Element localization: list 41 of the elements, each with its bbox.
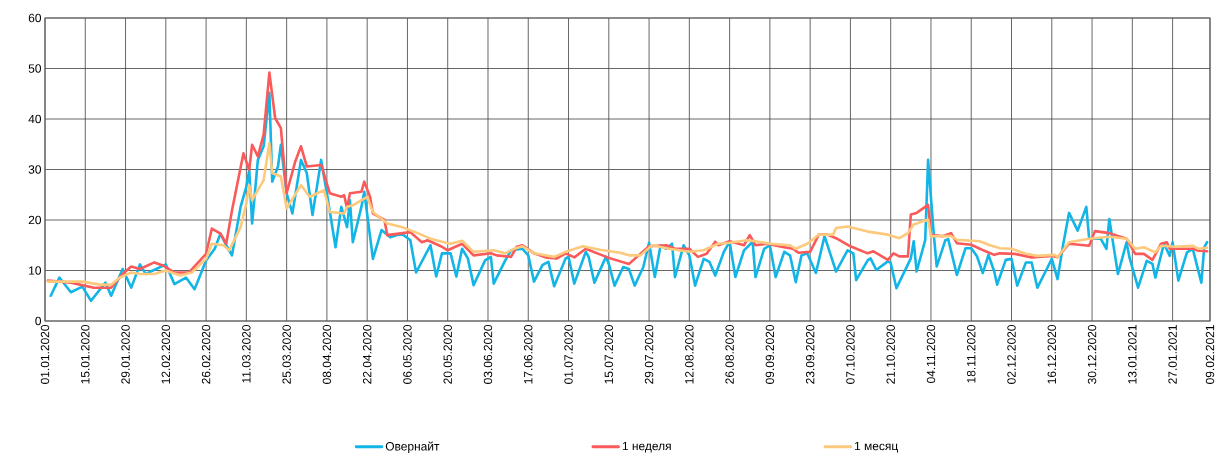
x-tick-label: 06.05.2020 xyxy=(403,324,412,384)
y-tick-label: 40 xyxy=(28,114,42,124)
x-tick-label: 29.07.2020 xyxy=(644,324,654,384)
x-tick-label: 20.05.2020 xyxy=(443,324,452,384)
legend-label: 1 неделя xyxy=(622,441,671,453)
x-tick-label: 18.11.2020 xyxy=(967,324,976,383)
y-tick-label: 0 xyxy=(35,316,42,326)
x-tick-label: 27.01.2021 xyxy=(1168,325,1177,384)
y-tick-label: 20 xyxy=(28,215,42,225)
x-tick-label: 12.08.2020 xyxy=(685,324,694,384)
x-tick-label: 16.12.2020 xyxy=(1047,324,1057,384)
x-tick-label: 17.06.2020 xyxy=(524,324,533,384)
x-tick-label: 01.01.2020 xyxy=(40,324,50,384)
x-tick-label: 04.11.2020 xyxy=(926,324,936,383)
x-tick-label: 26.02.2020 xyxy=(201,324,211,384)
y-tick-label: 50 xyxy=(28,64,42,73)
x-tick-label: 22.04.2020 xyxy=(362,324,372,384)
x-tick-label: 09.02.2021 xyxy=(1205,325,1215,384)
x-tick-label: 15.07.2020 xyxy=(604,324,614,384)
x-tick-label: 12.02.2020 xyxy=(161,324,171,384)
x-tick-label: 02.12.2020 xyxy=(1007,324,1016,384)
line-series xyxy=(46,141,1209,286)
x-tick-label: 29.01.2020 xyxy=(121,324,130,384)
x-tick-label: 07.10.2020 xyxy=(846,324,855,384)
y-tick-label: 60 xyxy=(28,13,42,23)
x-tick-label: 13.01.2021 xyxy=(1128,325,1137,384)
x-tick-label: 01.07.2020 xyxy=(564,324,573,384)
x-tick-label: 23.09.2020 xyxy=(805,324,815,384)
x-tick-label: 30.12.2020 xyxy=(1087,324,1097,384)
y-tick-label: 30 xyxy=(28,165,42,174)
x-tick-label: 15.01.2020 xyxy=(81,324,90,384)
x-tick-label: 11.03.2020 xyxy=(242,324,251,383)
x-tick-label: 09.09.2020 xyxy=(765,324,775,384)
legend-label: Овернайт xyxy=(385,441,440,453)
x-tick-label: 25.03.2020 xyxy=(282,324,291,384)
x-tick-label: 03.06.2020 xyxy=(483,324,493,384)
x-tick-label: 08.04.2020 xyxy=(322,324,332,384)
x-tick-label: 26.08.2020 xyxy=(725,324,734,384)
x-tick-label: 21.10.2020 xyxy=(886,324,895,384)
legend-label: 1 месяц xyxy=(854,441,898,453)
y-tick-label: 10 xyxy=(29,266,42,275)
